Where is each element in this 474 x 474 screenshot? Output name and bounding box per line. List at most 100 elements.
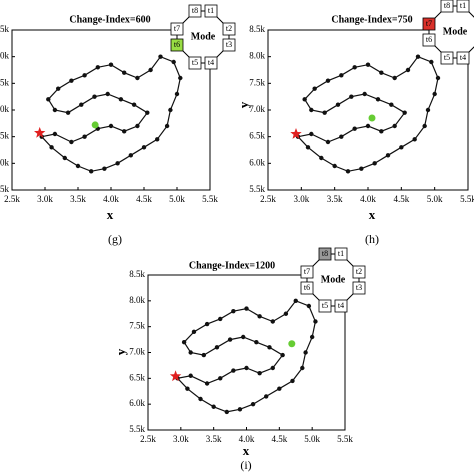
tour-point	[270, 319, 275, 324]
x-tick-label: 3.5k	[206, 434, 222, 444]
tour-point	[89, 169, 94, 174]
mode-cell	[170, 22, 184, 36]
mode-cell	[352, 265, 366, 279]
x-tick-label: 5.5k	[202, 194, 218, 204]
x-tick-label: 2.5k	[140, 434, 156, 444]
tour-point	[365, 62, 371, 67]
tour-point	[300, 365, 305, 371]
tour-point	[82, 134, 87, 139]
panel: 2.5k 3.0k 3.5k 4.0k 4.5k 5.0k 5.5k 5.5k 6.0k 6.5k…	[0, 4, 236, 246]
tour-point	[148, 67, 153, 73]
tour-point	[250, 401, 256, 407]
mode-cell	[188, 56, 202, 70]
x-tick-label: 4.5k	[271, 434, 287, 444]
y-tick-label: 5.5k	[249, 184, 265, 194]
mode-cell-label: t7	[304, 267, 310, 276]
mode-cell-label: t4	[338, 301, 344, 310]
tour-path	[296, 55, 439, 172]
tour-point	[102, 166, 107, 171]
x-tick-label: 5.0k	[427, 194, 443, 204]
tour-point	[158, 54, 163, 59]
tour-point	[425, 107, 431, 113]
tour-point	[168, 107, 173, 113]
tour-point	[379, 129, 384, 134]
y-tick-label: 6.5k	[129, 372, 145, 382]
tour-point	[319, 155, 324, 161]
mode-cell-label: t7	[426, 19, 432, 28]
tour-point	[135, 75, 140, 81]
start-star	[169, 370, 182, 382]
mode-cell	[204, 56, 218, 70]
tour-point	[302, 97, 307, 102]
x-tick-label: 4.5k	[136, 194, 152, 204]
mode-cell-label: t5	[322, 301, 328, 310]
tour-point	[188, 350, 193, 355]
tour-point	[392, 75, 397, 81]
current-point	[288, 340, 296, 348]
x-tick-label: 3.5k	[327, 194, 343, 204]
panel: 2.5k 3.0k 3.5k 4.0k 4.5k 5.0k 5.5k 5.5k 6.0k 6.5k…	[113, 247, 366, 472]
panel: 2.5k 3.0k 3.5k 4.0k 4.5k 5.0k 5.5k 5.5k 6.0k 6.5k…	[236, 0, 474, 246]
y-tick-label: 7.0k	[0, 104, 10, 114]
x-tick-label: 4.5k	[393, 194, 409, 204]
current-point	[91, 121, 99, 129]
tour-point	[46, 97, 51, 102]
tour-point	[264, 394, 269, 399]
mode-cell-label: t8	[444, 1, 450, 10]
y-tick-label: 6.5k	[249, 131, 265, 141]
tour-point	[322, 110, 327, 115]
tour-point	[375, 97, 381, 102]
tour-point	[270, 365, 275, 371]
tour-point	[164, 123, 170, 129]
tour-point	[171, 59, 176, 65]
y-tick-label: 8.0k	[0, 51, 10, 61]
tour-point	[65, 110, 71, 115]
tour-point	[105, 91, 110, 97]
mode-cell	[456, 51, 470, 65]
tour-point	[385, 153, 391, 158]
x-tick-label: 5.0k	[169, 194, 185, 204]
mode-cell-label: t1	[208, 6, 214, 15]
tour-point	[277, 386, 282, 391]
tour-point	[185, 386, 190, 391]
mode-cell-label: t8	[322, 249, 328, 258]
tour-point	[303, 350, 308, 355]
tour-point	[359, 166, 364, 171]
caption: (i)	[240, 458, 251, 472]
y-tick-label: 7.0k	[249, 104, 265, 114]
tour-point	[392, 123, 397, 129]
mode-cell	[300, 281, 314, 295]
tour-point	[309, 334, 315, 340]
tour-point	[92, 94, 97, 99]
tour-point	[399, 145, 404, 150]
y-tick-label: 5.5k	[0, 184, 10, 194]
tour-point	[325, 139, 331, 145]
tour-point	[345, 169, 351, 174]
tour-point	[241, 334, 246, 340]
tour-point	[339, 134, 344, 139]
mode-cell-label: t6	[304, 283, 310, 292]
tour-point	[188, 373, 193, 378]
current-point	[368, 114, 376, 122]
caption: (g)	[108, 232, 122, 246]
tour-point	[332, 163, 337, 169]
tour-point	[362, 91, 367, 97]
tour-point	[290, 378, 295, 384]
tour-point	[257, 370, 262, 376]
x-tick-label: 3.5k	[70, 194, 86, 204]
x-axis-label: x	[243, 443, 250, 458]
tour-point	[95, 65, 101, 70]
tour-point	[118, 97, 124, 102]
mode-cell	[422, 33, 436, 47]
tour-point	[49, 145, 54, 150]
mode-cell-label: t1	[338, 249, 344, 258]
tour-point	[435, 75, 441, 81]
mode-cell	[222, 38, 236, 52]
mode-cell-label: t3	[356, 283, 362, 292]
tour-point	[306, 303, 312, 309]
mode-cell-label: t6	[426, 35, 432, 44]
tour-point	[141, 145, 147, 150]
tour-point	[201, 352, 207, 358]
mode-cell-label: t4	[208, 58, 214, 67]
